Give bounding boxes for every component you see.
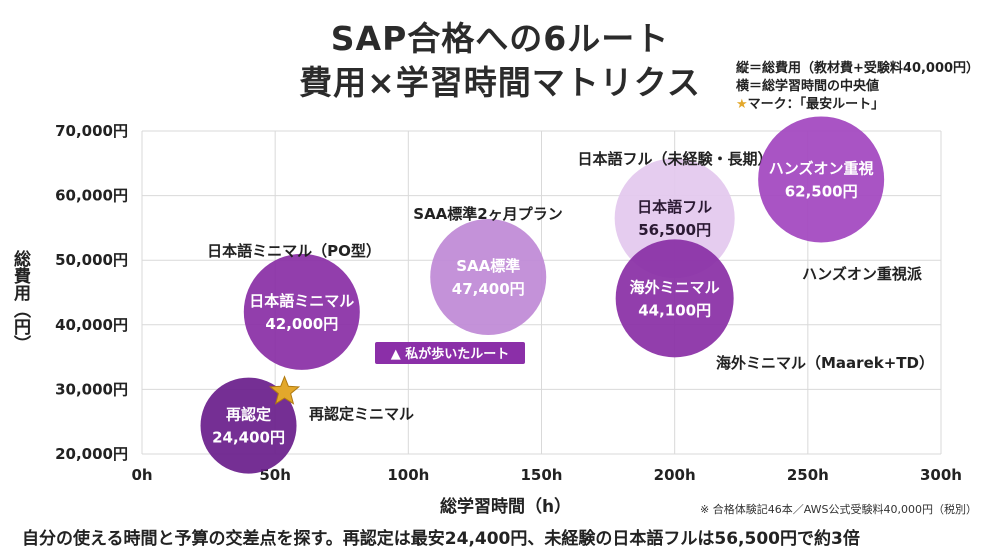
bubble-name: 日本語ミニマル: [249, 292, 354, 310]
star-icon: [269, 375, 301, 405]
bubble: [200, 377, 297, 474]
route-label: 日本語ミニマル（PO型）: [207, 242, 381, 260]
bubble-value: 47,400円: [452, 280, 525, 298]
x-tick-label: 150h: [521, 466, 563, 484]
annotation-badge: [375, 342, 525, 364]
x-tick-label: 200h: [654, 466, 696, 484]
bubble-name: SAA標準: [456, 257, 520, 275]
chart-title-line1: SAP合格への6ルート: [330, 19, 670, 58]
y-tick-label: 30,000円: [55, 380, 128, 398]
caption: 自分の使える時間と予算の交差点を探す。再認定は最安24,400円、未経験の日本語…: [22, 529, 860, 549]
star-icon: ★: [736, 97, 748, 112]
bubble-name: ハンズオン重視: [769, 159, 874, 177]
y-tick-label: 60,000円: [55, 187, 128, 205]
route-label: 海外ミニマル（Maarek+TD）: [716, 354, 934, 372]
chart-title-line2: 費用×学習時間マトリクス: [299, 63, 701, 102]
bubble-value: 56,500円: [638, 221, 711, 239]
bubble: [243, 253, 360, 370]
route-label: SAA標準2ヶ月プラン: [413, 205, 562, 223]
x-tick-label: 300h: [920, 466, 962, 484]
y-tick-label: 70,000円: [55, 122, 128, 140]
route-label: 日本語フル（未経験・長期）: [577, 150, 772, 168]
bubble-value: 24,400円: [212, 429, 285, 447]
bubble: [758, 116, 885, 243]
bubble-name: 再認定: [226, 406, 271, 424]
bubble-value: 62,500円: [785, 182, 858, 200]
note-horizontal-axis: 横＝総学習時間の中央値: [736, 79, 880, 94]
y-tick-label: 40,000円: [55, 316, 128, 334]
bubble-name: 日本語フル: [637, 198, 712, 216]
chart-notes: 縦＝総費用（教材費+受験料40,000円） 横＝総学習時間の中央値 ★マーク：「…: [736, 60, 979, 114]
footnote: ※ 合格体験記46本／AWS公式受験料40,000円（税別）: [700, 503, 977, 516]
annotation-text: ▲ 私が歩いたルート: [391, 346, 510, 362]
bubble-name: 海外ミニマル: [630, 278, 720, 296]
note-vertical-axis: 縦＝総費用（教材費+受験料40,000円）: [736, 61, 980, 76]
x-tick-label: 0h: [131, 466, 152, 484]
bubble-value: 42,000円: [265, 315, 338, 333]
note-star-label: マーク：「最安ルート」: [747, 97, 885, 112]
x-tick-label: 100h: [387, 466, 429, 484]
bubble: [615, 239, 734, 358]
bubble: [430, 218, 547, 335]
note-star-mark: ★マーク：「最安ルート」: [736, 96, 979, 114]
y-tick-label: 50,000円: [55, 251, 128, 269]
route-label: 再認定ミニマル: [309, 405, 414, 423]
bubble-value: 44,100円: [638, 301, 711, 319]
y-tick-label: 20,000円: [55, 445, 128, 463]
x-tick-label: 50h: [259, 466, 291, 484]
x-tick-label: 250h: [787, 466, 829, 484]
x-axis-label: 総学習時間（h）: [440, 497, 572, 517]
route-label: ハンズオン重視派: [802, 265, 923, 283]
y-axis-label: 総費用（円）: [10, 250, 30, 352]
